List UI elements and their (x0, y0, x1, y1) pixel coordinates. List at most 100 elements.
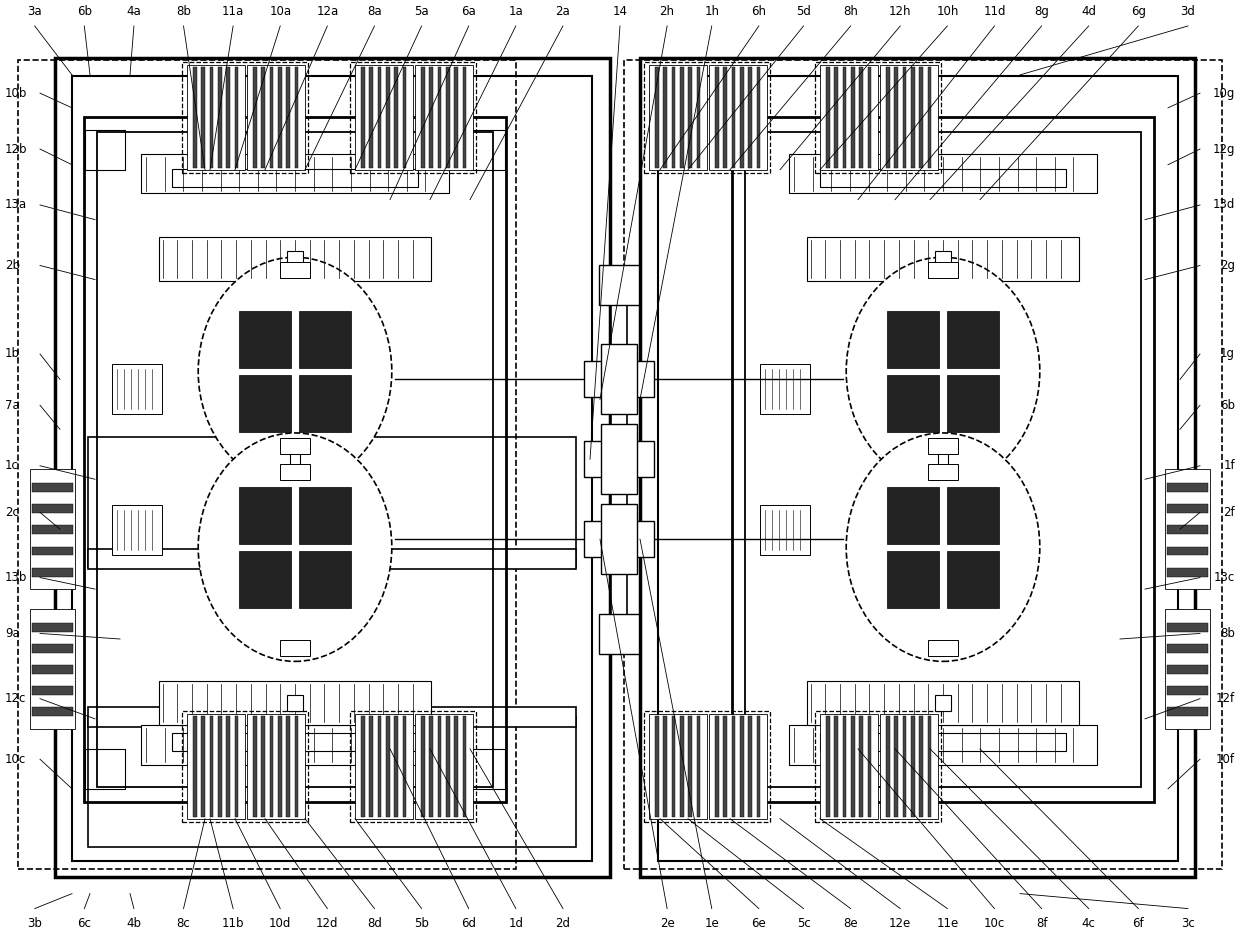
Bar (286, 67, 290, 168)
Bar (193, 716, 197, 816)
Bar (72, 76, 591, 860)
Bar (946, 311, 999, 368)
Bar (403, 716, 407, 816)
Bar (280, 439, 310, 454)
Bar (88, 438, 577, 567)
Text: 4d: 4d (1081, 5, 1096, 18)
Text: 6a: 6a (461, 5, 476, 18)
Bar (193, 67, 197, 168)
Bar (454, 67, 458, 168)
Text: 3c: 3c (1180, 916, 1195, 929)
Bar (911, 716, 915, 816)
Bar (658, 76, 1178, 860)
Bar (740, 67, 744, 168)
Bar (361, 67, 365, 168)
Bar (584, 361, 653, 397)
Text: 5d: 5d (796, 5, 811, 18)
Bar (247, 714, 305, 819)
Text: 10f: 10f (1216, 753, 1235, 766)
Bar (86, 130, 125, 170)
Bar (843, 67, 846, 168)
Text: 8f: 8f (1035, 916, 1048, 929)
Bar (640, 58, 1195, 877)
Bar (280, 640, 310, 656)
Text: 2f: 2f (1224, 506, 1235, 519)
Bar (355, 65, 413, 170)
Bar (55, 58, 610, 877)
Text: 10b: 10b (5, 87, 27, 100)
Text: 2a: 2a (556, 5, 570, 18)
Text: 2d: 2d (556, 916, 570, 929)
Bar (732, 117, 1154, 802)
Bar (172, 732, 418, 751)
Text: 3d: 3d (1180, 5, 1195, 18)
Text: 13c: 13c (1214, 571, 1235, 584)
Bar (672, 67, 676, 168)
Bar (32, 665, 73, 675)
Text: 10d: 10d (269, 916, 291, 929)
Bar (201, 716, 205, 816)
Bar (935, 695, 951, 711)
Bar (32, 567, 73, 577)
Bar (438, 67, 441, 168)
Bar (299, 311, 351, 368)
Bar (238, 375, 291, 432)
Text: 3a: 3a (27, 5, 42, 18)
Bar (723, 67, 727, 168)
Text: 8c: 8c (176, 916, 191, 929)
Bar (280, 262, 310, 278)
Bar (835, 716, 838, 816)
Bar (227, 716, 229, 816)
Bar (599, 265, 639, 304)
Bar (187, 65, 246, 170)
Bar (928, 716, 931, 816)
Ellipse shape (198, 258, 392, 486)
Text: 8b: 8b (176, 5, 191, 18)
Bar (97, 132, 494, 787)
Text: 2h: 2h (660, 5, 675, 18)
Bar (32, 707, 73, 717)
Bar (789, 725, 1097, 765)
Bar (350, 711, 476, 822)
Bar (655, 716, 658, 816)
Bar (295, 67, 299, 168)
Bar (394, 67, 398, 168)
Bar (946, 486, 999, 544)
Bar (238, 486, 291, 544)
Text: 11d: 11d (983, 5, 1006, 18)
Bar (1167, 644, 1208, 653)
Text: 11a: 11a (222, 5, 244, 18)
Bar (463, 716, 466, 816)
Bar (946, 375, 999, 432)
Text: 5b: 5b (414, 916, 429, 929)
Text: 10h: 10h (936, 5, 959, 18)
Bar (234, 716, 238, 816)
Bar (709, 714, 768, 819)
Bar (851, 67, 854, 168)
Bar (584, 522, 653, 557)
Text: 2b: 2b (5, 259, 20, 272)
Bar (370, 67, 373, 168)
Text: 1h: 1h (704, 5, 719, 18)
Bar (749, 716, 751, 816)
Bar (826, 716, 830, 816)
Text: 1b: 1b (5, 347, 20, 360)
Bar (756, 67, 760, 168)
Text: 1d: 1d (508, 916, 523, 929)
Bar (740, 716, 744, 816)
Text: 6f: 6f (1132, 916, 1145, 929)
Bar (732, 67, 735, 168)
Bar (415, 714, 472, 819)
Ellipse shape (846, 433, 1040, 661)
Bar (928, 67, 931, 168)
Bar (210, 67, 213, 168)
Text: 6e: 6e (751, 916, 766, 929)
Text: 12b: 12b (5, 143, 27, 156)
Text: 4c: 4c (1081, 916, 1096, 929)
Text: 3b: 3b (27, 916, 42, 929)
Text: 8e: 8e (843, 916, 858, 929)
Text: 1g: 1g (1220, 347, 1235, 360)
Text: 2e: 2e (660, 916, 675, 929)
Bar (697, 67, 701, 168)
Text: 13a: 13a (5, 199, 27, 212)
